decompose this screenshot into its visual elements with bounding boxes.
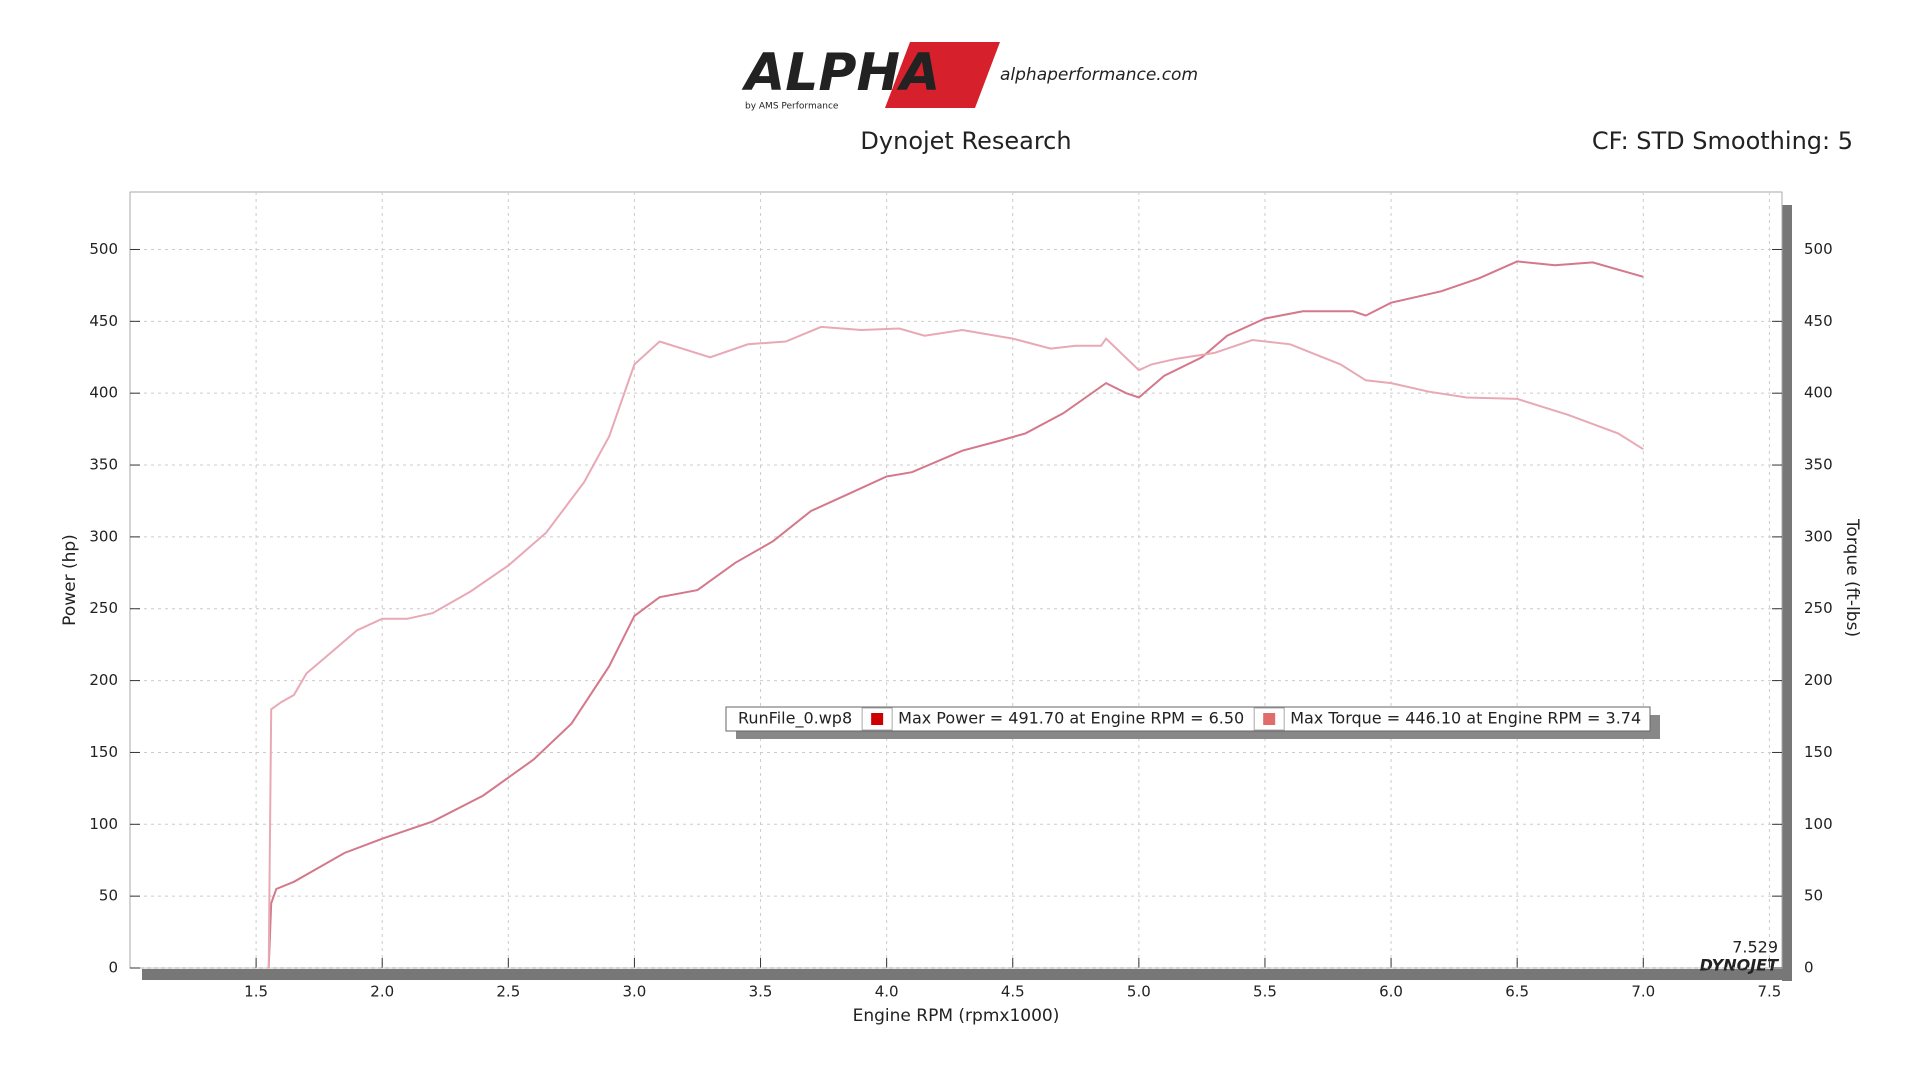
y2-axis-label: Torque (ft-lbs) (1842, 518, 1862, 637)
y-tick-label: 150 (89, 743, 118, 761)
legend-label: Max Torque = 446.10 at Engine RPM = 3.74 (1290, 709, 1641, 728)
y2-tick-label: 500 (1804, 240, 1833, 258)
x-tick-label: 6.0 (1379, 983, 1403, 1001)
x-tick-label: 5.5 (1253, 983, 1277, 1001)
y2-tick-label: 400 (1804, 384, 1833, 402)
corner-value: 7.529 (1732, 938, 1778, 957)
y-tick-label: 500 (89, 240, 118, 258)
logo-tagline: by AMS Performance (745, 102, 839, 112)
y-tick-label: 250 (89, 599, 118, 617)
chart-title: Dynojet Research (860, 127, 1071, 155)
y2-tick-label: 450 (1804, 312, 1833, 330)
x-tick-label: 2.0 (370, 983, 394, 1001)
y-tick-label: 200 (89, 671, 118, 689)
y2-tick-label: 350 (1804, 456, 1833, 474)
chart-subtitle: CF: STD Smoothing: 5 (1592, 127, 1853, 155)
y-tick-label: 350 (89, 456, 118, 474)
logo-mark (885, 42, 1000, 108)
x-tick-label: 7.0 (1631, 983, 1655, 1001)
logo-site: alphaperformance.com (1000, 65, 1198, 85)
x-tick-label: 7.5 (1757, 983, 1781, 1001)
y-tick-label: 50 (99, 887, 118, 905)
logo-brand: ALPHA (741, 43, 940, 103)
x-tick-label: 5.0 (1127, 983, 1151, 1001)
plot-frame (129, 191, 1783, 969)
x-tick-label: 6.5 (1505, 983, 1529, 1001)
y2-tick-label: 250 (1804, 599, 1833, 617)
logo: ALPHA by AMS Performance alphaperformanc… (741, 42, 1198, 112)
y2-tick-label: 50 (1804, 887, 1823, 905)
y-tick-label: 0 (108, 959, 118, 977)
y-tick-label: 300 (89, 527, 118, 545)
series-line (267, 325, 1644, 969)
axis-shadow (1782, 205, 1792, 981)
x-axis-label: Engine RPM (rpmx1000) (853, 1006, 1060, 1026)
y2-tick-label: 150 (1804, 743, 1833, 761)
x-tick-label: 3.5 (749, 983, 773, 1001)
y2-tick-label: 0 (1804, 959, 1814, 977)
series-line (267, 260, 1644, 969)
y-tick-label: 450 (89, 312, 118, 330)
y2-tick-label: 100 (1804, 815, 1833, 833)
x-tick-label: 3.0 (622, 983, 646, 1001)
y-tick-label: 400 (89, 384, 118, 402)
x-tick-label: 4.5 (1001, 983, 1025, 1001)
x-tick-label: 4.0 (875, 983, 899, 1001)
legend-swatch-fill (1263, 713, 1276, 725)
legend-swatch-fill (871, 713, 884, 725)
legend-file: RunFile_0.wp8 (738, 709, 852, 729)
legend-label: Max Power = 491.70 at Engine RPM = 6.50 (898, 709, 1244, 728)
x-tick-label: 2.5 (496, 983, 520, 1001)
y2-tick-label: 200 (1804, 671, 1833, 689)
x-tick-label: 1.5 (244, 983, 268, 1001)
corner-brand: DYNOJET (1700, 956, 1780, 975)
y-axis-label: Power (hp) (60, 534, 80, 626)
y2-tick-label: 300 (1804, 527, 1833, 545)
y-tick-label: 100 (89, 815, 118, 833)
axis-shadow (142, 969, 1792, 980)
